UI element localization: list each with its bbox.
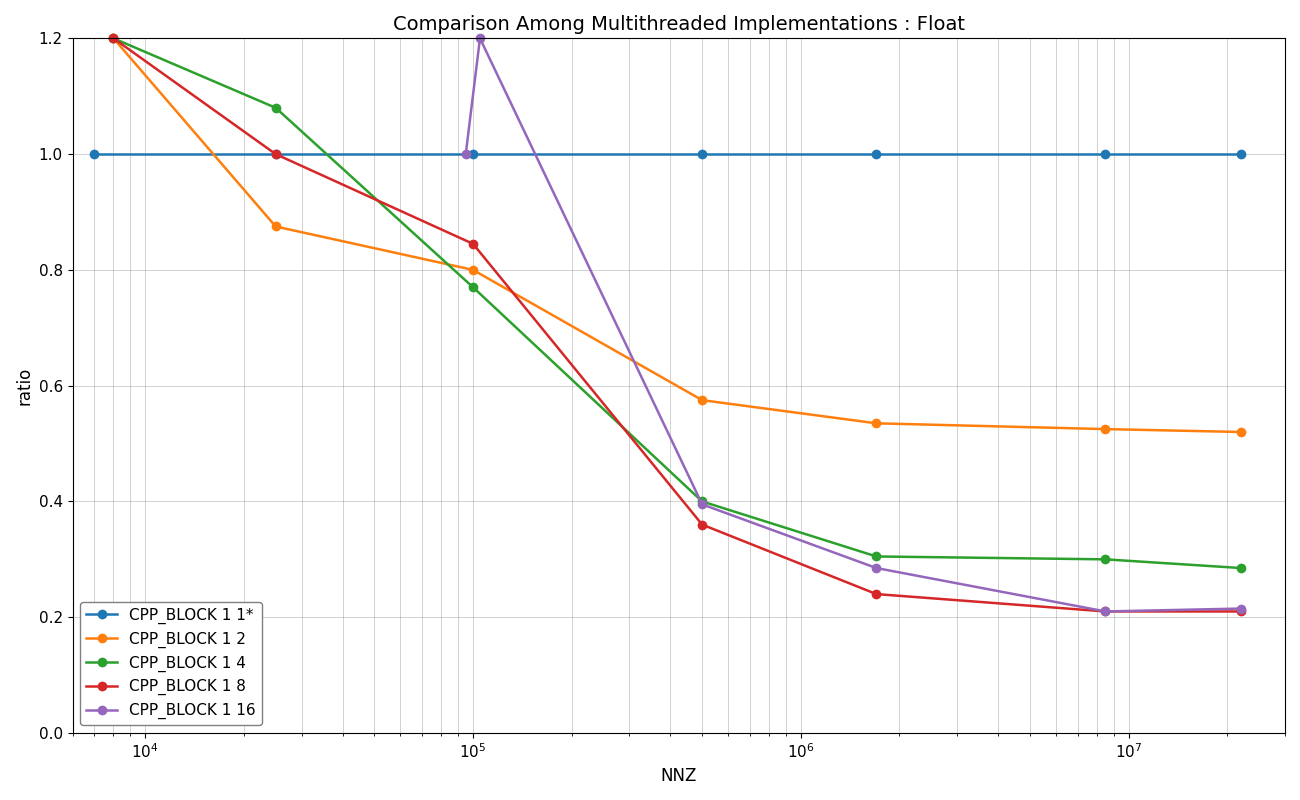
CPP_BLOCK 1 2: [868, 418, 884, 428]
CPP_BLOCK 1 4: [1097, 554, 1113, 564]
CPP_BLOCK 1 4: [465, 282, 481, 292]
CPP_BLOCK 1 16: [868, 563, 884, 573]
CPP_BLOCK 1 1*: [268, 150, 283, 159]
Line: CPP_BLOCK 1 8: CPP_BLOCK 1 8: [109, 34, 1245, 616]
CPP_BLOCK 1 1*: [868, 150, 884, 159]
CPP_BLOCK 1 4: [268, 103, 283, 113]
CPP_BLOCK 1 8: [694, 520, 710, 530]
CPP_BLOCK 1 4: [868, 552, 884, 562]
X-axis label: NNZ: NNZ: [660, 767, 697, 785]
CPP_BLOCK 1 2: [1097, 424, 1113, 434]
Line: CPP_BLOCK 1 4: CPP_BLOCK 1 4: [109, 34, 1245, 572]
CPP_BLOCK 1 8: [105, 34, 121, 43]
CPP_BLOCK 1 16: [1097, 606, 1113, 616]
CPP_BLOCK 1 8: [868, 590, 884, 599]
Line: CPP_BLOCK 1 2: CPP_BLOCK 1 2: [109, 34, 1245, 436]
CPP_BLOCK 1 1*: [87, 150, 103, 159]
CPP_BLOCK 1 1*: [1097, 150, 1113, 159]
CPP_BLOCK 1 4: [1232, 563, 1248, 573]
CPP_BLOCK 1 2: [694, 395, 710, 405]
CPP_BLOCK 1 8: [465, 239, 481, 249]
CPP_BLOCK 1 16: [458, 150, 473, 159]
CPP_BLOCK 1 16: [694, 499, 710, 509]
CPP_BLOCK 1 2: [105, 34, 121, 43]
CPP_BLOCK 1 8: [1232, 606, 1248, 616]
CPP_BLOCK 1 16: [472, 34, 488, 43]
CPP_BLOCK 1 2: [268, 222, 283, 231]
Title: Comparison Among Multithreaded Implementations : Float: Comparison Among Multithreaded Implement…: [393, 15, 965, 34]
CPP_BLOCK 1 8: [268, 150, 283, 159]
CPP_BLOCK 1 2: [465, 265, 481, 274]
CPP_BLOCK 1 1*: [694, 150, 710, 159]
CPP_BLOCK 1 4: [105, 34, 121, 43]
Line: CPP_BLOCK 1 16: CPP_BLOCK 1 16: [462, 34, 1245, 616]
Y-axis label: ratio: ratio: [16, 366, 32, 405]
CPP_BLOCK 1 2: [1232, 427, 1248, 437]
CPP_BLOCK 1 1*: [465, 150, 481, 159]
CPP_BLOCK 1 1*: [1232, 150, 1248, 159]
CPP_BLOCK 1 16: [1232, 604, 1248, 614]
CPP_BLOCK 1 4: [694, 497, 710, 506]
Line: CPP_BLOCK 1 1*: CPP_BLOCK 1 1*: [90, 150, 1245, 158]
Legend: CPP_BLOCK 1 1*, CPP_BLOCK 1 2, CPP_BLOCK 1 4, CPP_BLOCK 1 8, CPP_BLOCK 1 16: CPP_BLOCK 1 1*, CPP_BLOCK 1 2, CPP_BLOCK…: [81, 602, 261, 726]
CPP_BLOCK 1 8: [1097, 606, 1113, 616]
